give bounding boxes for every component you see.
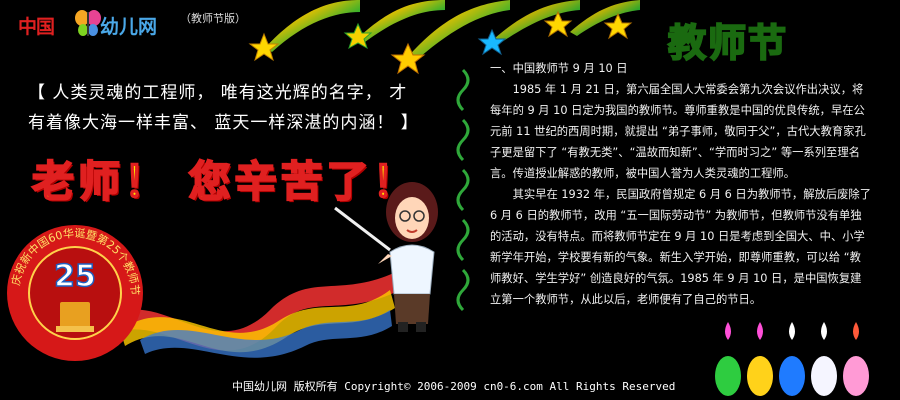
candle-icon xyxy=(843,322,869,396)
swirl-divider-icon xyxy=(456,68,470,312)
pointer-stick xyxy=(334,206,391,252)
candle-icon xyxy=(779,322,805,396)
cake-icon xyxy=(60,302,90,328)
edition-label: （教师节版） xyxy=(180,12,246,25)
slogan: 【 人类灵魂的工程师， 唯有这光辉的名字， 才 有着像大海一样丰富、 蓝天一样深… xyxy=(28,78,428,138)
anniversary-badge: 庆祝新中国60华诞暨第25个教师节 25 xyxy=(7,225,143,361)
butterfly-icon xyxy=(75,10,101,36)
site-logo[interactable]: 中国 幼儿网 xyxy=(18,8,168,40)
logo-text-left: 中国 xyxy=(18,16,55,38)
teacher-figure xyxy=(334,182,438,332)
shooting-star-icon xyxy=(543,0,640,38)
shooting-stars-decoration xyxy=(248,0,640,75)
candle-icon xyxy=(715,322,741,396)
ribbon-decoration xyxy=(100,270,400,358)
slogan-line-2: 有着像大海一样丰富、 蓝天一样深湛的内涵！ 】 xyxy=(28,113,419,133)
shooting-star-icon xyxy=(477,0,580,56)
shooting-star-icon xyxy=(248,0,360,62)
logo-text-right: 幼儿网 xyxy=(100,16,158,38)
article-heading: 一、中国教师节 9 月 10 日 xyxy=(490,62,628,75)
badge-number: 25 xyxy=(54,259,96,294)
article-body: 一、中国教师节 9 月 10 日 1985 年 1 月 21 日，第六届全国人大… xyxy=(490,58,872,310)
page-title: 教师节 xyxy=(667,20,789,66)
candle-icon xyxy=(811,322,837,396)
article-paragraph-1: 1985 年 1 月 21 日，第六届全国人大常委会第九次会议作出决议，将每年的… xyxy=(490,83,866,180)
shooting-star-icon xyxy=(390,0,510,75)
star-icon xyxy=(603,12,633,40)
article-paragraph-2: 其实早在 1932 年，民国政府曾规定 6 月 6 日为教师节，解放后废除了 6… xyxy=(490,188,871,306)
copyright-footer: 中国幼儿网 版权所有 Copyright© 2006-2009 cn0-6.co… xyxy=(232,380,676,393)
candles-decoration xyxy=(715,322,869,396)
candle-icon xyxy=(747,322,773,396)
greeting-banner: 老师！ 您辛苦了！ xyxy=(31,156,419,207)
slogan-line-1: 【 人类灵魂的工程师， 唯有这光辉的名字， 才 xyxy=(28,83,408,103)
shooting-star-icon xyxy=(343,0,445,50)
